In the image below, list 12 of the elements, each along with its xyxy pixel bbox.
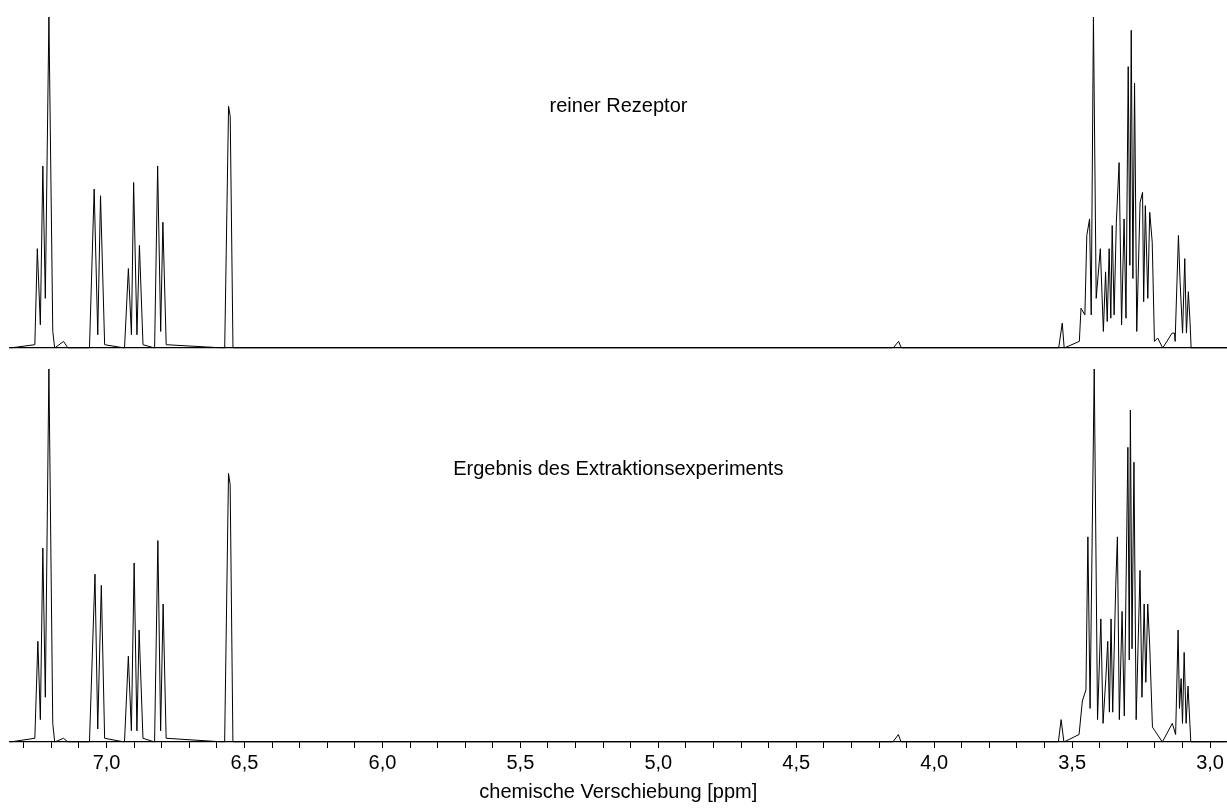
x-tick-label: 7,0: [92, 750, 121, 773]
annotation: reiner Rezeptor: [549, 93, 688, 116]
x-tick-label: 3,5: [1058, 750, 1087, 773]
x-tick-label: 5,0: [644, 750, 673, 773]
x-axis-title: chemische Verschiebung [ppm]: [479, 779, 758, 802]
x-tick-label: 3,0: [1196, 750, 1224, 773]
x-tick-label: 5,5: [506, 750, 535, 773]
x-tick-label: 4,5: [782, 750, 811, 773]
x-tick-label: 6,5: [230, 750, 259, 773]
x-tick-label: 6,0: [368, 750, 397, 773]
x-tick-label: 4,0: [920, 750, 949, 773]
annotation: Ergebnis des Extraktionsexperiments: [453, 457, 784, 480]
